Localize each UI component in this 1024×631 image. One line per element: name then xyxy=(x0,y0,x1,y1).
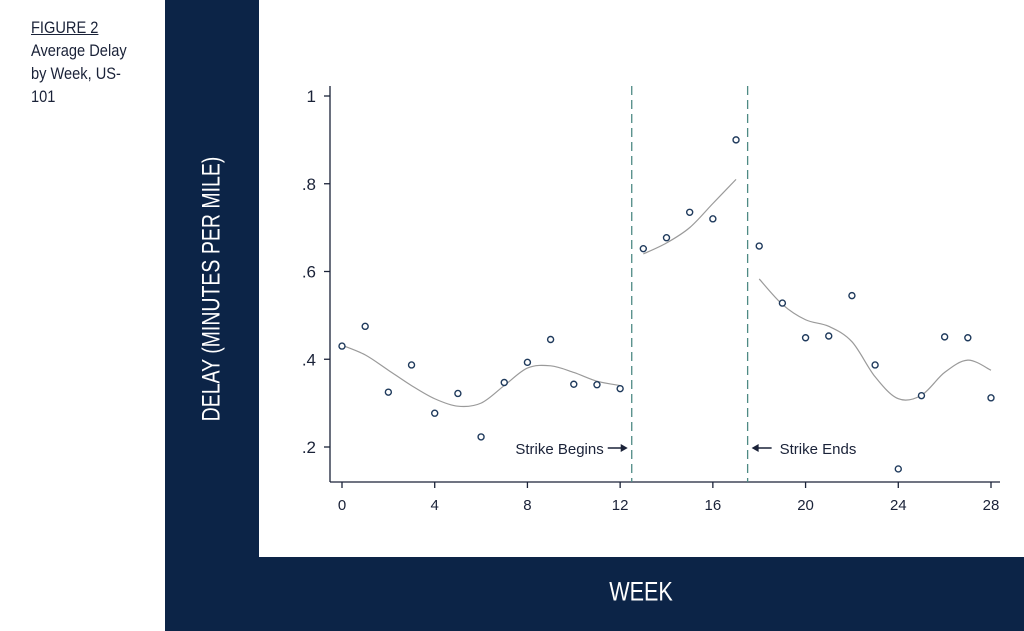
data-point xyxy=(894,465,902,473)
x-tick-label: 8 xyxy=(523,497,531,514)
figure-caption: FIGURE 2 Average Delay by Week, US-101 xyxy=(31,16,139,108)
x-tick-label: 24 xyxy=(890,497,907,514)
data-point xyxy=(338,342,346,350)
data-point xyxy=(964,334,972,342)
arrow-right-icon xyxy=(620,444,628,452)
data-point xyxy=(593,380,601,389)
data-point xyxy=(732,136,740,144)
data-point xyxy=(987,394,995,402)
y-tick-label: 1 xyxy=(307,87,316,106)
x-tick-label: 28 xyxy=(983,497,1000,514)
data-point xyxy=(477,433,485,441)
data-point xyxy=(709,215,717,223)
data-point xyxy=(546,335,555,344)
x-tick-label: 20 xyxy=(797,497,814,514)
data-point xyxy=(940,333,949,341)
x-axis-title: WEEK xyxy=(609,576,673,607)
data-point xyxy=(454,389,462,398)
data-point xyxy=(570,380,578,388)
x-tick-label: 16 xyxy=(705,497,722,514)
y-tick-label: .4 xyxy=(302,350,316,369)
data-point xyxy=(384,388,393,396)
data-point xyxy=(917,391,926,400)
data-point xyxy=(639,244,648,253)
data-point xyxy=(523,358,532,367)
fitted-curve xyxy=(341,344,621,408)
data-point xyxy=(778,299,787,307)
plot-panel xyxy=(259,0,1024,557)
data-point xyxy=(616,384,624,393)
y-tick-label: .8 xyxy=(302,175,316,194)
x-tick-label: 0 xyxy=(338,497,346,514)
data-point xyxy=(685,208,694,216)
data-point xyxy=(431,409,439,417)
figure-description: Average Delay by Week, US-101 xyxy=(31,41,127,106)
data-point xyxy=(407,361,416,369)
x-tick-label: 12 xyxy=(612,497,629,514)
fitted-curve xyxy=(643,178,737,255)
figure-number: FIGURE 2 xyxy=(31,18,99,37)
data-point xyxy=(662,234,671,242)
fitted-curve xyxy=(758,278,992,401)
data-point xyxy=(871,361,879,369)
event-label: Strike Begins xyxy=(515,441,603,458)
arrow-left-icon xyxy=(751,444,759,452)
y-tick-label: .6 xyxy=(302,263,316,282)
data-point xyxy=(825,332,833,340)
data-point xyxy=(500,378,508,387)
data-point xyxy=(801,334,810,342)
x-tick-label: 4 xyxy=(431,497,439,514)
event-label: Strike Ends xyxy=(780,441,857,458)
data-point xyxy=(361,322,369,331)
data-point xyxy=(755,242,763,250)
data-point xyxy=(848,291,856,300)
y-tick-label: .2 xyxy=(302,438,316,457)
